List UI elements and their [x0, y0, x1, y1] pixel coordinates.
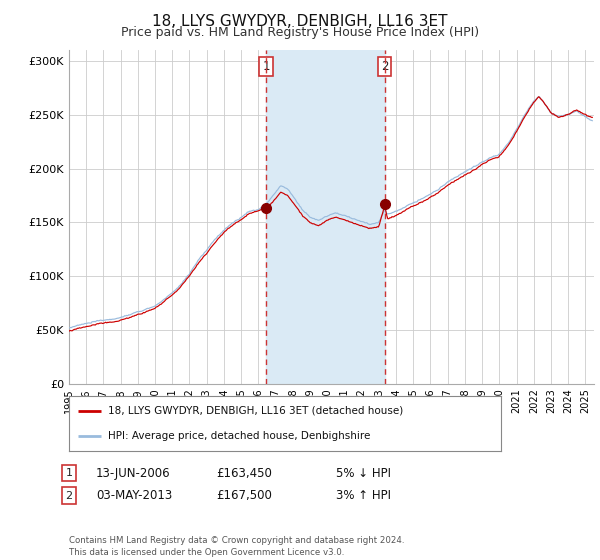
- Text: 5% ↓ HPI: 5% ↓ HPI: [336, 466, 391, 480]
- Text: 03-MAY-2013: 03-MAY-2013: [96, 489, 172, 502]
- Text: 1: 1: [262, 60, 270, 73]
- Text: 3% ↑ HPI: 3% ↑ HPI: [336, 489, 391, 502]
- Text: 13-JUN-2006: 13-JUN-2006: [96, 466, 170, 480]
- Text: 2: 2: [65, 491, 73, 501]
- Text: £163,450: £163,450: [216, 466, 272, 480]
- Text: 2: 2: [381, 60, 388, 73]
- Text: 18, LLYS GWYDYR, DENBIGH, LL16 3ET: 18, LLYS GWYDYR, DENBIGH, LL16 3ET: [152, 14, 448, 29]
- Text: 1: 1: [65, 468, 73, 478]
- Text: £167,500: £167,500: [216, 489, 272, 502]
- Text: Price paid vs. HM Land Registry's House Price Index (HPI): Price paid vs. HM Land Registry's House …: [121, 26, 479, 39]
- Text: HPI: Average price, detached house, Denbighshire: HPI: Average price, detached house, Denb…: [108, 431, 370, 441]
- Text: 18, LLYS GWYDYR, DENBIGH, LL16 3ET (detached house): 18, LLYS GWYDYR, DENBIGH, LL16 3ET (deta…: [108, 406, 403, 416]
- Bar: [266, 50, 385, 384]
- Text: Contains HM Land Registry data © Crown copyright and database right 2024.
This d: Contains HM Land Registry data © Crown c…: [69, 536, 404, 557]
